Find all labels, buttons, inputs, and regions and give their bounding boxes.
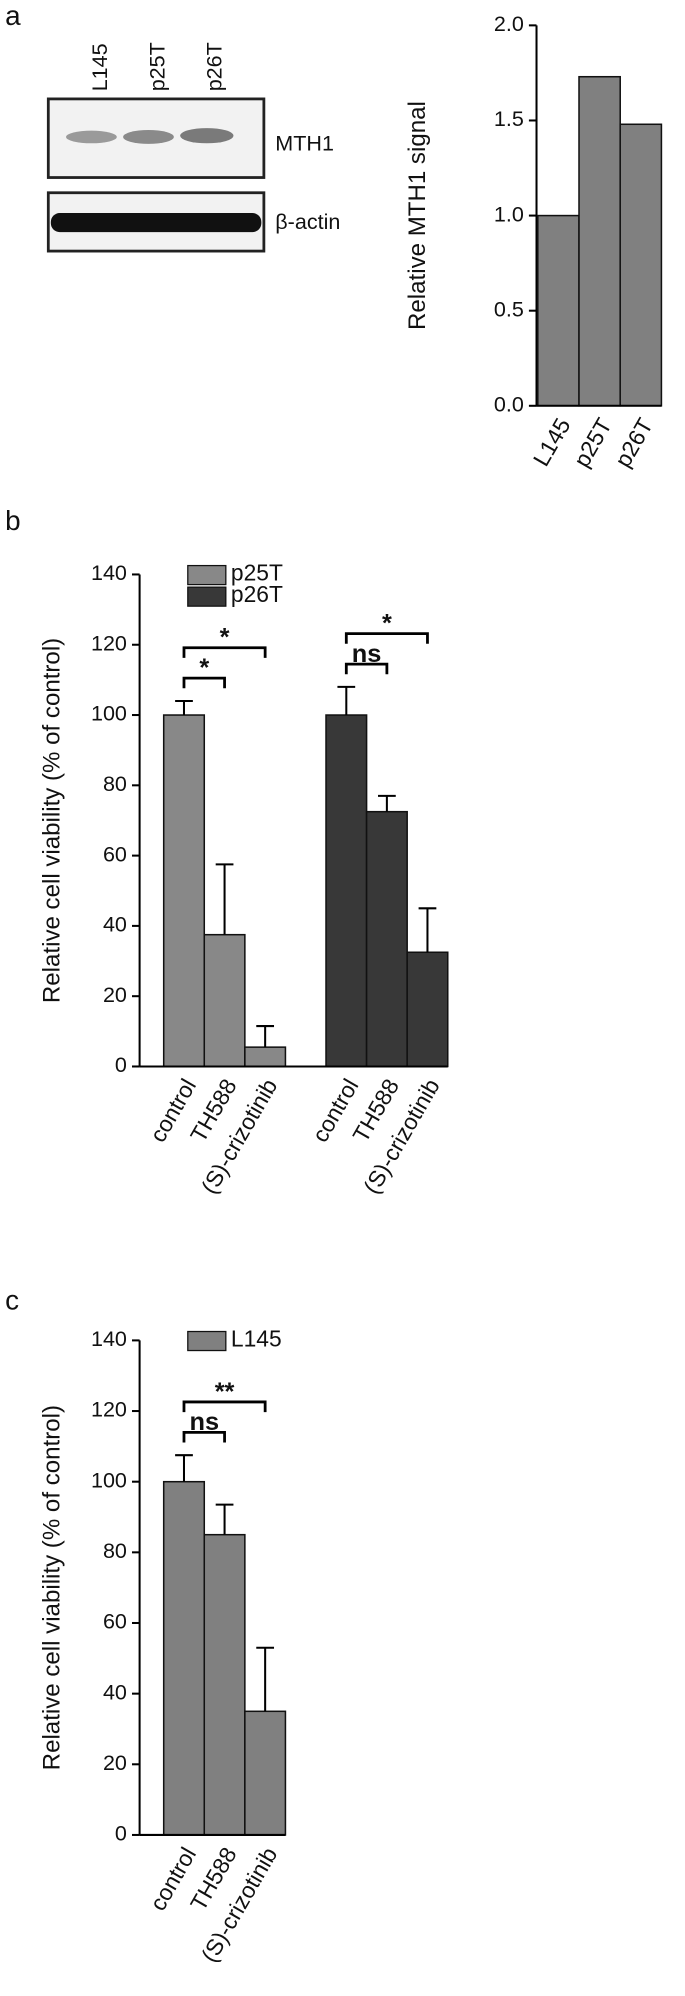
y-tick-label: 20 (103, 982, 127, 1007)
y-tick-label: 80 (103, 1538, 127, 1563)
legend-swatch (187, 586, 227, 607)
panel-label: a (5, 0, 21, 31)
y-axis-label: Relative cell viability (% of control) (39, 638, 66, 1003)
bar (162, 1480, 206, 1836)
y-tick-label: 120 (91, 630, 127, 655)
significance-bracket (182, 1430, 226, 1443)
bar (537, 214, 580, 407)
y-tick-label: 20 (103, 1750, 127, 1775)
y-tick-label: 100 (91, 701, 127, 726)
blot-band (123, 129, 174, 144)
significance-bracket (344, 632, 429, 644)
y-tick-label: 0 (115, 1052, 127, 1077)
error-bar (418, 907, 437, 953)
y-axis-label: Relative MTH1 signal (404, 101, 431, 330)
significance-label: * (382, 609, 392, 637)
lane-label: p26T (201, 42, 226, 91)
y-tick-label: 0.0 (494, 391, 524, 416)
bar (578, 75, 621, 407)
blot-band (66, 130, 117, 144)
x-tick-label: p25T (568, 413, 617, 471)
western-blot: L145 p25T p26T MTH1 β-actin (46, 42, 340, 253)
y-tick-label: 100 (91, 1467, 127, 1492)
band-label: β-actin (275, 209, 340, 234)
bar (365, 810, 408, 1068)
y-tick-label: 120 (91, 1397, 127, 1422)
lane-label: L145 (87, 43, 112, 91)
significance-label: ** (215, 1378, 235, 1406)
bar (162, 714, 206, 1068)
error-bar (175, 699, 193, 716)
significance-bracket (182, 646, 267, 658)
y-tick-label: 2.0 (494, 11, 524, 36)
y-tick-label: 0.5 (494, 296, 524, 321)
error-bar (215, 1503, 234, 1535)
bar (406, 951, 449, 1068)
significance-label: ns (189, 1408, 219, 1436)
lane-label: p25T (144, 42, 169, 91)
error-bar (378, 794, 396, 812)
y-tick-label: 60 (103, 1609, 127, 1634)
y-tick-label: 1.5 (494, 106, 524, 131)
legend-label: p25T (231, 559, 283, 585)
y-axis-label: Relative cell viability (% of control) (39, 1405, 66, 1770)
bar (244, 1710, 287, 1836)
blot-band (50, 213, 262, 233)
legend-swatch (187, 1330, 227, 1352)
significance-bracket (344, 662, 389, 675)
y-tick-label: 40 (103, 912, 127, 937)
bar (619, 123, 663, 407)
significance-bracket (182, 1400, 267, 1413)
error-bar (215, 863, 234, 935)
error-bar (337, 685, 356, 716)
x-tick-label: L145 (528, 414, 576, 471)
legend-swatch (187, 564, 227, 586)
y-tick-label: 140 (91, 1326, 127, 1351)
significance-bracket (182, 676, 226, 689)
y-tick-label: 60 (103, 841, 127, 866)
y-tick-label: 1.0 (494, 201, 524, 226)
significance-label: * (220, 624, 230, 652)
y-tick-label: 140 (91, 560, 127, 585)
legend-label: L145 (231, 1325, 282, 1351)
bar (203, 933, 246, 1068)
blot-band (180, 128, 234, 144)
bar (244, 1046, 287, 1068)
significance-label: ns (352, 640, 382, 668)
legend-label: p26T (231, 581, 283, 607)
bar (325, 714, 368, 1068)
y-tick-label: 40 (103, 1679, 127, 1704)
y-tick-label: 80 (103, 771, 127, 796)
error-bar (256, 1025, 275, 1048)
panel-label: b (5, 505, 21, 536)
significance-label: * (199, 654, 209, 682)
band-label: MTH1 (275, 130, 334, 155)
error-bar (256, 1646, 275, 1712)
error-bar (175, 1454, 193, 1482)
bar (203, 1533, 246, 1836)
y-tick-label: 0 (115, 1821, 127, 1846)
x-tick-label: p26T (609, 413, 658, 471)
panel-label: c (5, 1285, 19, 1316)
